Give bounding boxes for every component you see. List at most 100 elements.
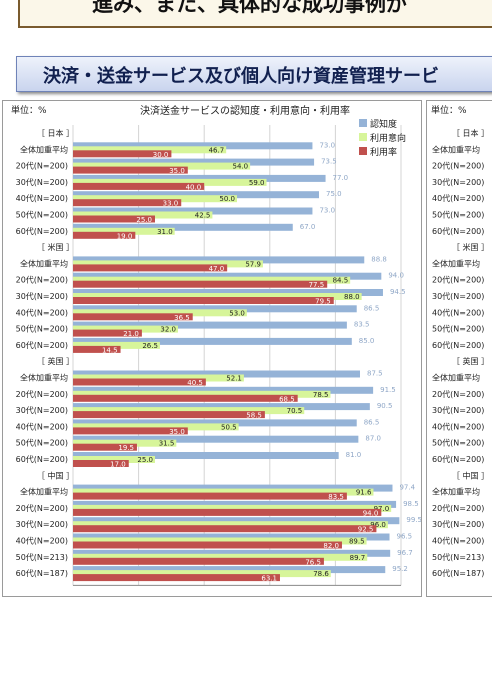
label-awareness: 96.5 [397, 533, 413, 541]
label-awareness: 83.5 [354, 321, 370, 329]
bar-intent [73, 553, 368, 561]
top-banner-text: 進み、また、具体的な成功事例が [92, 0, 407, 16]
label-intent: 31.0 [157, 228, 173, 236]
label-usage: 76.5 [305, 558, 321, 566]
bar-awareness [73, 370, 360, 378]
bar-intent [73, 341, 160, 349]
label-intent: 26.5 [142, 342, 158, 350]
row-label: 20代(N=200) [16, 275, 68, 285]
row-label: 30代(N=200) [16, 177, 68, 187]
bar-awareness [73, 191, 319, 199]
label-awareness: 95.2 [392, 565, 408, 573]
row-label: 40代(N=200) [16, 421, 68, 431]
label-intent: 78.6 [313, 570, 329, 578]
row-label: 20代(N=200) [16, 161, 68, 171]
row-label: 50代(N=200) [432, 324, 484, 334]
label-awareness: 99.5 [406, 516, 421, 524]
label-usage: 83.5 [328, 493, 344, 501]
row-label: 60代(N=200) [432, 340, 484, 350]
label-intent: 89.7 [350, 554, 366, 562]
legend-label: 利用率 [370, 146, 397, 158]
main-chart: 単位：% 決済送金サービスの認知度・利用意向・利用率 0 % 20 % 40 % 60 %… [11, 104, 422, 603]
section-title-text: 決済・送金サービス及び個人向け資産管理サービ [43, 66, 439, 87]
bar-usage [73, 443, 137, 451]
label-usage: 82.0 [323, 542, 339, 550]
label-usage: 19.0 [117, 232, 133, 240]
label-intent: 54.0 [233, 163, 249, 171]
second-chart-labels: 単位：% ［ 日本 ］ 全体加重平均 20代(N=200) 30代(N=200) 40代(… [431, 104, 492, 596]
label-awareness: 86.5 [364, 418, 380, 426]
row-label: 40代(N=200) [432, 193, 484, 203]
label-intent: 88.0 [344, 293, 360, 301]
bar-intent [73, 195, 237, 203]
bar-intent [73, 162, 251, 170]
label-usage: 40.5 [187, 379, 203, 387]
label-awareness: 73.5 [321, 158, 337, 166]
bar-intent [73, 570, 331, 578]
label-intent: 96.0 [370, 521, 386, 529]
legend-swatch [359, 147, 367, 155]
legend-swatch [359, 119, 367, 127]
label-awareness: 77.0 [333, 174, 349, 182]
label-intent: 97.0 [374, 505, 390, 513]
group-label: ［ 米国 ］ [452, 242, 489, 252]
group-label: ［ 英国 ］ [452, 356, 489, 366]
label-usage: 58.5 [246, 412, 262, 420]
label-awareness: 98.5 [403, 500, 419, 508]
unit-label: 単位：% [431, 104, 467, 116]
bar-awareness [73, 305, 357, 313]
row-label: 20代(N=200) [432, 503, 484, 513]
bar-usage [73, 166, 188, 174]
bar-awareness [73, 272, 382, 280]
bar-awareness [73, 484, 393, 492]
label-intent: 46.7 [209, 146, 225, 154]
row-label: 30代(N=200) [432, 405, 484, 415]
row-label: 全体加重平均 [20, 258, 68, 268]
row-label: 全体加重平均 [20, 373, 68, 383]
section-title: 決済・送金サービス及び個人向け資産管理サービ [16, 56, 492, 92]
bar-usage [73, 215, 155, 223]
group-label: ［ 中国 ］ [452, 470, 489, 480]
bar-usage [73, 297, 334, 304]
label-awareness: 91.5 [380, 386, 396, 394]
group-label: ［ 中国 ］ [37, 470, 74, 480]
label-awareness: 97.4 [399, 484, 415, 492]
bar-usage [73, 508, 382, 516]
bar-usage [73, 525, 377, 533]
row-label: 全体加重平均 [20, 144, 68, 154]
bar-usage [73, 427, 188, 435]
bar-intent [73, 260, 263, 268]
label-intent: 50.5 [221, 423, 237, 431]
bar-usage [73, 411, 265, 419]
bar-usage [73, 313, 193, 321]
bar-intent [73, 521, 388, 529]
row-label: 30代(N=200) [16, 405, 68, 415]
row-label: 50代(N=200) [432, 438, 484, 448]
label-intent: 84.5 [333, 277, 349, 285]
bar-awareness [73, 533, 390, 541]
bar-awareness [73, 500, 397, 508]
label-usage: 21.0 [123, 330, 139, 338]
x-tick-label: 20 % [130, 595, 148, 596]
label-usage: 35.0 [169, 167, 185, 175]
legend-swatch [359, 133, 367, 141]
bar-intent [73, 390, 331, 398]
bar-intent [73, 309, 247, 317]
label-usage: 94.0 [363, 509, 379, 517]
bar-intent [73, 423, 239, 431]
row-label: 20代(N=200) [432, 275, 484, 285]
label-awareness: 96.7 [397, 549, 413, 557]
row-label: 全体加重平均 [432, 258, 480, 268]
bar-awareness [73, 435, 359, 443]
row-label: 50代(N=200) [432, 210, 484, 220]
label-intent: 78.5 [313, 391, 329, 399]
row-label: 40代(N=200) [432, 307, 484, 317]
row-label: 40代(N=200) [16, 307, 68, 317]
group-label: ［ 英国 ］ [37, 356, 74, 366]
label-intent: 53.0 [229, 309, 245, 317]
bar-usage [73, 394, 298, 402]
chart-title: 決済送金サービスの認知度・利用意向・利用率 [140, 104, 350, 117]
label-awareness: 90.5 [377, 402, 393, 410]
bar-usage [73, 280, 328, 288]
label-usage: 92.5 [358, 526, 374, 534]
